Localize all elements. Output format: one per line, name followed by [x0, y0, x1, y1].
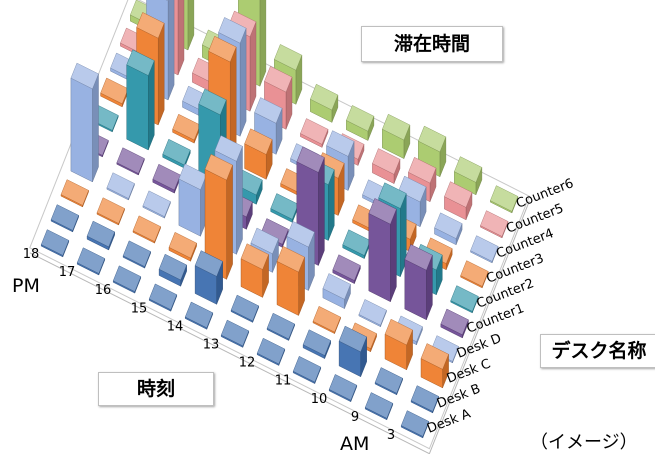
bar [328, 374, 358, 403]
bar [338, 325, 367, 378]
bar [256, 337, 286, 366]
bar [434, 212, 463, 246]
bar [266, 312, 295, 341]
hour-tick-label: 10 [311, 392, 328, 407]
bar [106, 172, 135, 201]
bar [292, 356, 322, 384]
hour-tick-label: 3 [387, 428, 395, 443]
bar [230, 294, 259, 323]
bar [60, 179, 89, 208]
chart-title-box: 滞在時間 [361, 26, 503, 62]
bar [240, 243, 269, 298]
bar [194, 250, 223, 305]
bar [162, 138, 191, 169]
bar [50, 204, 79, 233]
bar [322, 273, 351, 309]
hour-tick-label: 17 [59, 265, 76, 280]
pm-label: PM [12, 275, 40, 297]
bar [276, 246, 305, 316]
hour-axis-title-box: 時刻 [98, 372, 214, 406]
bar [178, 163, 207, 237]
bar [86, 220, 115, 251]
bar [40, 229, 70, 258]
hour-tick-label: 14 [167, 319, 184, 334]
bar [168, 232, 197, 262]
bar [342, 229, 371, 259]
hour-tick-label: 16 [95, 283, 112, 298]
bar [76, 247, 106, 276]
bar [470, 235, 499, 264]
bar [152, 163, 181, 194]
bar [454, 156, 483, 196]
bar [244, 128, 273, 180]
bar [116, 147, 145, 176]
bar [480, 210, 509, 239]
bar [112, 265, 142, 294]
bar [332, 254, 361, 284]
bar [70, 62, 99, 183]
bar [148, 283, 178, 312]
bar [142, 190, 171, 219]
chart-bars [40, 0, 519, 439]
bar [358, 299, 387, 328]
bar [382, 113, 411, 159]
bar [410, 385, 439, 414]
bar [310, 83, 339, 123]
bar [126, 49, 155, 151]
bar [372, 148, 401, 184]
bar [158, 253, 187, 287]
bar [96, 197, 125, 226]
hour-tick-label: 13 [203, 338, 220, 353]
bar [440, 308, 469, 339]
bar [368, 198, 397, 303]
bar [364, 392, 394, 421]
bar [450, 285, 479, 314]
bar [460, 260, 489, 289]
bar [384, 318, 413, 371]
hour-tick-label: 9 [351, 410, 359, 425]
bar [302, 329, 331, 359]
bar [132, 215, 161, 244]
desk-axis-title-box: デスク名称 [540, 334, 655, 368]
bar [404, 244, 433, 321]
image-note: （イメージ） [530, 432, 638, 453]
bar [346, 105, 375, 141]
bar [374, 367, 403, 396]
hour-tick-label: 15 [131, 301, 148, 316]
bar [220, 319, 250, 348]
bar [122, 240, 151, 269]
hour-tick-label: 12 [239, 356, 256, 371]
hour-tick-label: 11 [275, 374, 292, 389]
bar [184, 301, 214, 330]
bar [400, 410, 430, 439]
am-label: AM [340, 433, 369, 454]
bar [420, 343, 449, 389]
hour-tick-label: 18 [23, 247, 40, 262]
bar [490, 185, 519, 214]
bar [300, 118, 329, 148]
bar [312, 306, 341, 334]
bar [444, 181, 473, 221]
